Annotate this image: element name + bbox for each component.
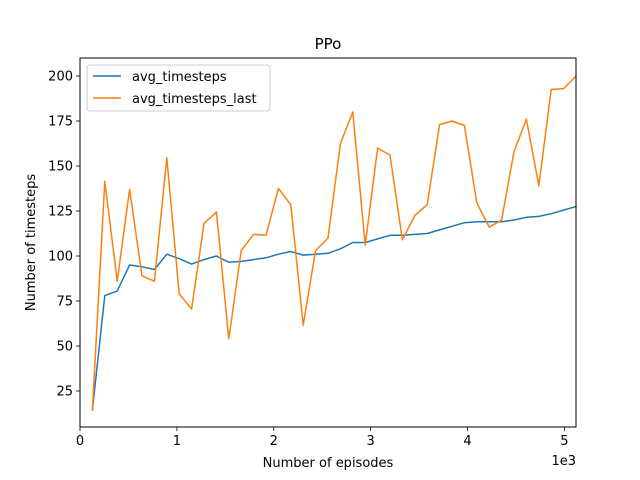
y-tick-label: 200 [48, 70, 73, 85]
x-tick-label: 0 [76, 434, 84, 449]
series-line-avg-timesteps [91, 205, 577, 411]
legend-box [86, 64, 271, 112]
y-tick-label: 50 [56, 340, 73, 355]
x-tick-label: 2 [270, 434, 278, 449]
legend: avg_timesteps avg_timesteps_last [86, 64, 271, 112]
y-tick-label: 75 [56, 295, 73, 310]
y-tick-label: 175 [48, 115, 73, 130]
y-tick-label: 150 [48, 160, 73, 175]
series-line-avg-timesteps-last [91, 74, 578, 411]
x-axis-label: Number of episodes [263, 456, 394, 471]
x-tick-label: 5 [560, 434, 568, 449]
x-axis-offset-text: 1e3 [551, 454, 576, 469]
x-tick-label: 1 [173, 434, 181, 449]
chart-title: PPo [315, 35, 342, 53]
y-tick-label: 25 [56, 385, 73, 400]
x-tick-label: 4 [463, 434, 471, 449]
y-axis-label: Number of timesteps [24, 174, 39, 312]
legend-label-avg-timesteps: avg_timesteps [132, 70, 227, 85]
legend-label-avg-timesteps-last: avg_timesteps_last [132, 92, 257, 107]
y-tick-label: 100 [48, 250, 73, 265]
y-tick-label: 125 [48, 205, 73, 220]
y-axis: 25 50 75 100 125 150 175 200 [48, 70, 80, 400]
series-layer [91, 74, 578, 411]
x-tick-label: 3 [366, 434, 374, 449]
x-axis: 0 1 2 3 4 5 [76, 427, 569, 449]
plot-frame [79, 57, 577, 428]
